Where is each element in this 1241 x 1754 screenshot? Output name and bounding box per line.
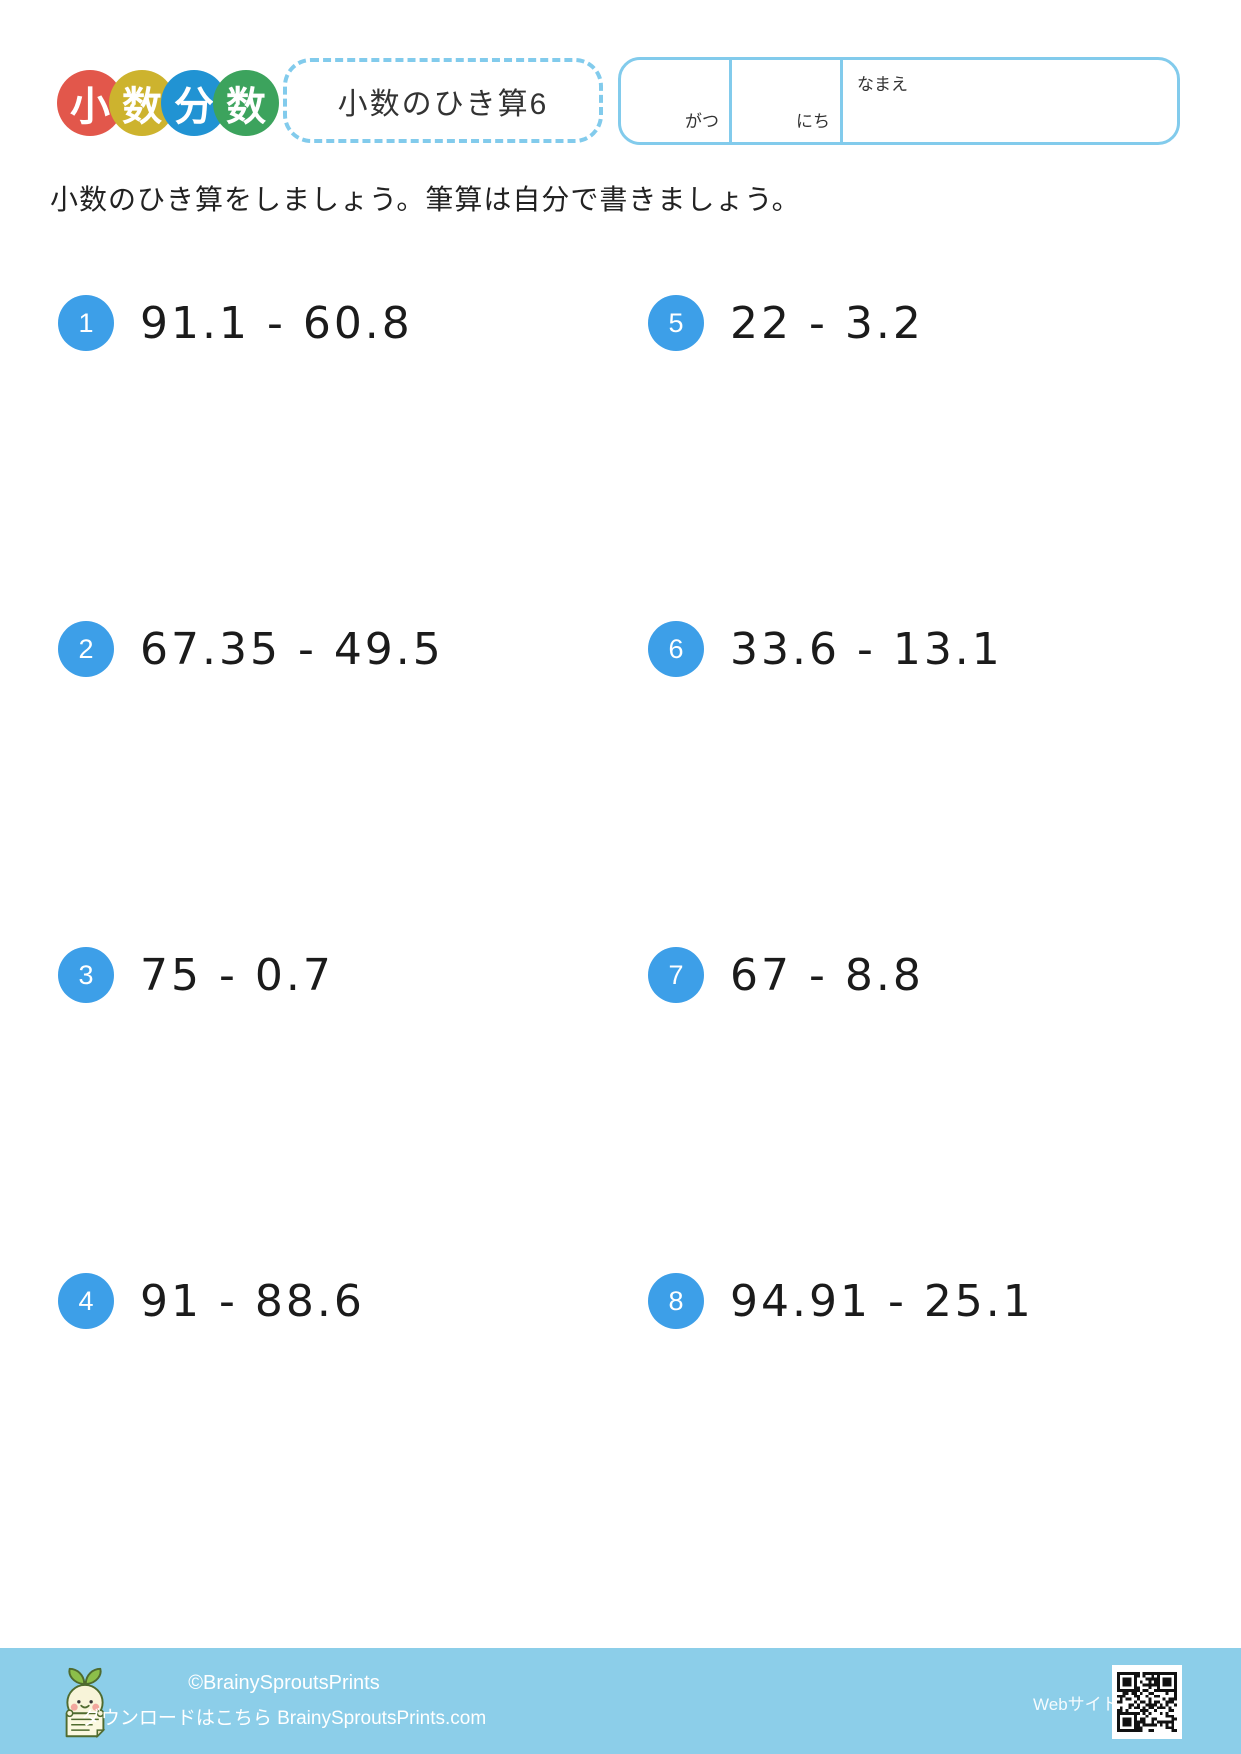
problem-expression: 94.91 - 25.1	[730, 1275, 1034, 1327]
day-label: にち	[796, 112, 830, 131]
problem-5: 5 22 - 3.2	[648, 295, 924, 351]
problem-expression: 22 - 3.2	[730, 297, 924, 349]
download-text: ダウンロードはこちら BrainySproutsPrints.com	[81, 1708, 487, 1729]
website-label: Webサイト	[1033, 1695, 1119, 1714]
brand-logo: 小 数 分 数	[57, 70, 279, 136]
problem-expression: 91.1 - 60.8	[140, 297, 413, 349]
logo-circle-blue: 分	[161, 70, 227, 136]
problem-number-badge: 4	[58, 1273, 114, 1329]
problem-3: 3 75 - 0.7	[58, 947, 334, 1003]
day-field: にち	[732, 60, 843, 142]
problem-number-badge: 1	[58, 295, 114, 351]
instruction-text: 小数のひき算をしましょう。筆算は自分で書きましょう。	[50, 184, 801, 215]
date-name-box: がつ にち なまえ	[618, 57, 1180, 145]
problem-number-badge: 8	[648, 1273, 704, 1329]
problem-8: 8 94.91 - 25.1	[648, 1273, 1034, 1329]
worksheet-title-box: 小数のひき算6	[283, 58, 603, 143]
problem-expression: 91 - 88.6	[140, 1275, 365, 1327]
problem-number-badge: 6	[648, 621, 704, 677]
problem-expression: 33.6 - 13.1	[730, 623, 1003, 675]
qr-code-icon	[1112, 1665, 1182, 1739]
month-label: がつ	[685, 112, 719, 131]
problem-expression: 67 - 8.8	[730, 949, 924, 1001]
copyright-text: ©BrainySproutsPrints	[188, 1672, 380, 1694]
problem-1: 1 91.1 - 60.8	[58, 295, 413, 351]
problem-number-badge: 3	[58, 947, 114, 1003]
month-field: がつ	[621, 60, 732, 142]
name-label: なまえ	[857, 75, 908, 94]
sprout-mascot-icon	[65, 1667, 106, 1739]
problem-2: 2 67.35 - 49.5	[58, 621, 444, 677]
problem-expression: 67.35 - 49.5	[140, 623, 444, 675]
name-field: なまえ	[843, 60, 1177, 142]
worksheet-title: 小数のひき算6	[337, 87, 549, 121]
footer: ©BrainySproutsPrints ダウンロードはこちら BrainySp…	[0, 1648, 1241, 1754]
problem-4: 4 91 - 88.6	[58, 1273, 365, 1329]
problem-6: 6 33.6 - 13.1	[648, 621, 1003, 677]
problem-expression: 75 - 0.7	[140, 949, 334, 1001]
problem-number-badge: 7	[648, 947, 704, 1003]
problem-number-badge: 2	[58, 621, 114, 677]
problem-7: 7 67 - 8.8	[648, 947, 924, 1003]
logo-circle-green: 数	[213, 70, 279, 136]
footer-text-column: ©BrainySproutsPrints ダウンロードはこちら BrainySp…	[81, 1648, 487, 1754]
problem-number-badge: 5	[648, 295, 704, 351]
